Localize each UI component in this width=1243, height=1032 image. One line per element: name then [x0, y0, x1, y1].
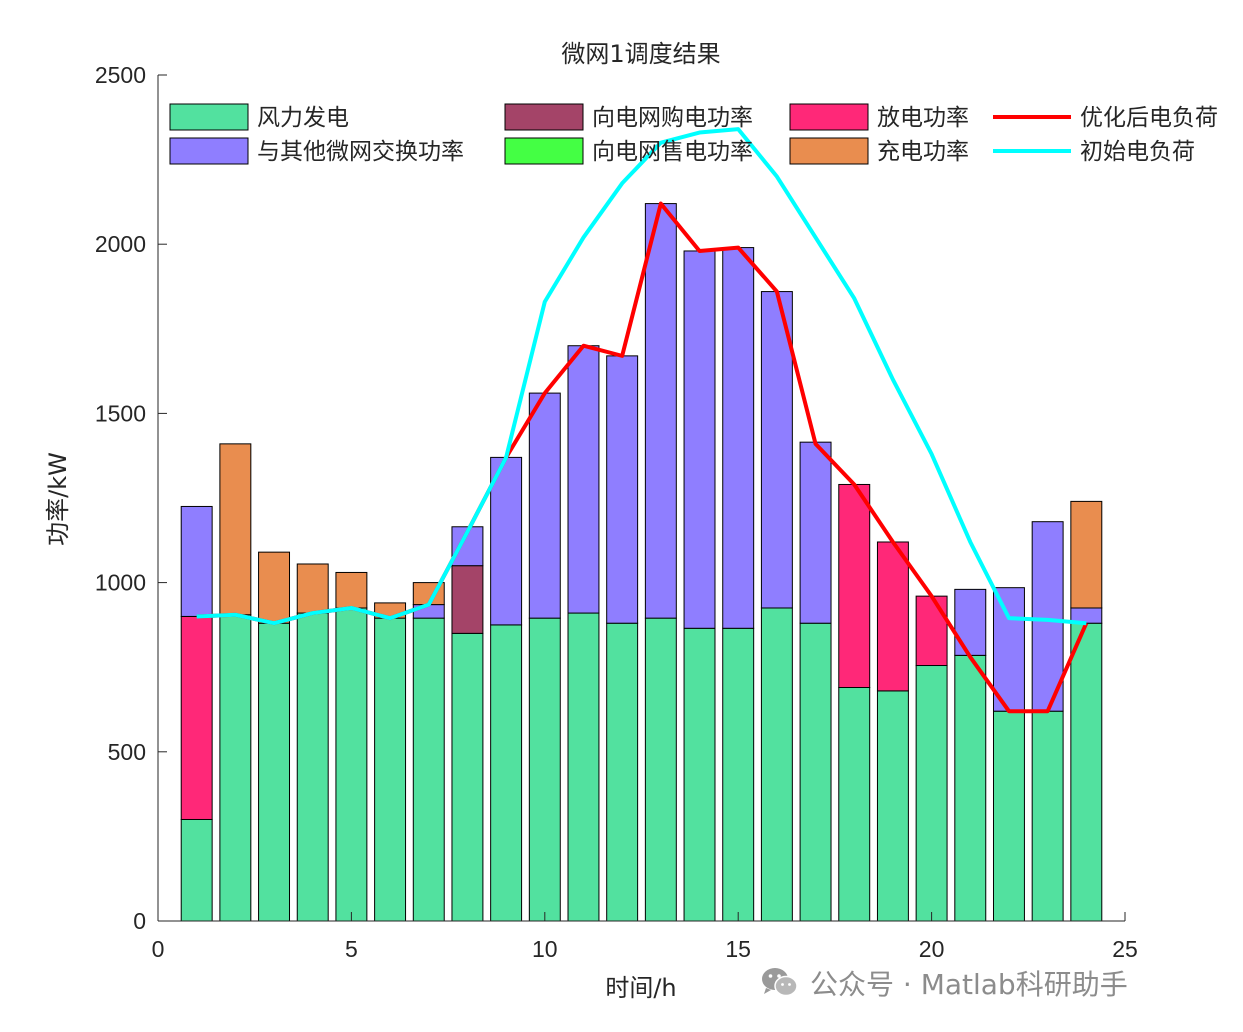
legend-swatch-3 [504, 103, 584, 131]
bar-4-t12 [606, 355, 639, 624]
bar-3-t8 [451, 565, 484, 634]
bar-1-t21 [954, 654, 987, 922]
x-tick-label: 10 [532, 936, 558, 962]
bar-4-t13 [644, 203, 677, 619]
bar-6-t24 [1070, 500, 1103, 609]
y-tick-label: 2500 [95, 62, 146, 88]
bar-1-t20 [915, 665, 948, 922]
x-axis-label: 时间/h [605, 974, 676, 1002]
legend-swatch-5 [789, 103, 869, 131]
line-optimized-load [196, 201, 1089, 714]
legend-label-4: 向电网售电功率 [592, 139, 753, 165]
bar-4-t15 [722, 247, 755, 629]
legend-swatch-6 [789, 137, 869, 165]
bar-1-t3 [258, 622, 291, 922]
bar-1-t16 [760, 607, 793, 922]
legend-swatch-1 [169, 103, 249, 131]
bar-4-t9 [490, 456, 523, 626]
bar-6-t5 [335, 571, 368, 609]
bar-2-t19 [876, 541, 909, 692]
bar-1-t18 [838, 687, 871, 922]
bar-1-t8 [451, 632, 484, 922]
legend-label-1: 风力发电 [257, 105, 349, 131]
watermark-text: 公众号 · Matlab科研助手 [810, 968, 1128, 1001]
bar-2-t18 [838, 483, 871, 689]
y-tick-label: 1000 [95, 570, 146, 596]
bar-1-t7 [412, 617, 445, 922]
bar-1-t13 [644, 617, 677, 922]
bar-1-t24 [1070, 622, 1103, 922]
bar-2-t20 [915, 595, 948, 667]
x-tick-label: 15 [725, 936, 751, 962]
bar-1-t5 [335, 607, 368, 922]
y-tick-label: 0 [133, 908, 146, 934]
bar-1-t19 [876, 690, 909, 922]
bar-1-t4 [296, 612, 329, 922]
y-tick-label: 1500 [95, 400, 146, 426]
y-axis-label: 功率/kW [44, 452, 72, 546]
legend-label-6: 充电功率 [877, 139, 969, 165]
y-tick-label: 500 [108, 739, 146, 765]
bar-1-t9 [490, 624, 523, 922]
bar-1-t15 [722, 627, 755, 922]
bar-1-t23 [1031, 710, 1064, 922]
bar-1-t12 [606, 622, 639, 922]
x-tick-label: 0 [152, 936, 165, 962]
watermark: 公众号 · Matlab科研助手 [760, 960, 1128, 1006]
x-tick-label: 25 [1112, 936, 1138, 962]
wechat-icon [762, 968, 798, 997]
x-tick-label: 20 [919, 936, 945, 962]
bar-4-t17 [799, 441, 832, 624]
legend-swatch-4 [504, 137, 584, 165]
bar-1-t14 [683, 627, 716, 922]
bar-1-t22 [992, 710, 1025, 922]
y-tick-label: 2000 [95, 231, 146, 257]
bars-layer [180, 203, 1103, 922]
x-tick-label: 5 [345, 936, 358, 962]
legend-label-7: 优化后电负荷 [1080, 105, 1218, 131]
bar-1-t2 [219, 614, 252, 922]
bar-6-t2 [219, 443, 252, 616]
bar-4-t14 [683, 250, 716, 629]
legend-label-8: 初始电负荷 [1080, 139, 1195, 165]
bar-4-t10 [528, 392, 561, 619]
line-initial-load [196, 127, 1087, 626]
legend-swatch-2 [169, 137, 249, 165]
bar-4-t1 [180, 505, 213, 617]
bar-1-t17 [799, 622, 832, 922]
axes: 0 5 10 15 20 25 0 500 1000 1500 2000 2500 [95, 62, 1138, 962]
bar-4-t11 [567, 345, 600, 614]
legend-label-2: 与其他微网交换功率 [257, 139, 464, 165]
legend-label-3: 向电网购电功率 [592, 105, 753, 131]
bar-1-t11 [567, 612, 600, 922]
bar-1-t6 [374, 617, 407, 922]
bar-1-t1 [180, 818, 213, 922]
bar-6-t4 [296, 563, 329, 614]
legend-label-5: 放电功率 [877, 105, 969, 131]
bar-2-t1 [180, 615, 213, 820]
bar-4-t21 [954, 588, 987, 656]
bar-6-t3 [258, 551, 291, 624]
chart-title: 微网1调度结果 [561, 40, 720, 68]
bar-1-t10 [528, 617, 561, 922]
lines-layer [196, 127, 1089, 714]
